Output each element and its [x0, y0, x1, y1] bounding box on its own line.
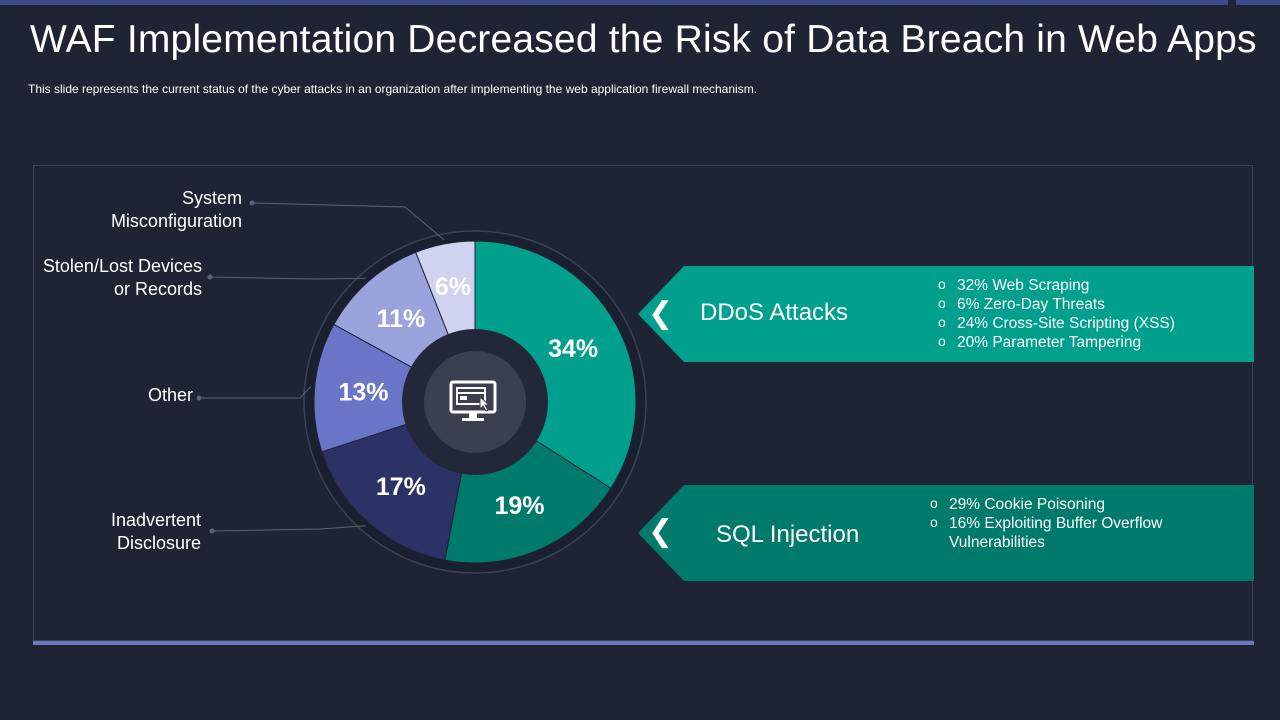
slide-title: WAF Implementation Decreased the Risk of…: [30, 18, 1257, 61]
slice-percent-label: 19%: [494, 492, 544, 520]
top-accent-bar-right: [1236, 0, 1280, 5]
chevron-left-icon: ❮: [648, 297, 674, 330]
chevron-left-icon: ❮: [648, 515, 674, 548]
list-item: 20% Parameter Tampering: [938, 332, 1238, 352]
monitor-cursor-icon: [449, 380, 497, 421]
category-label: Inadvertent: [111, 510, 201, 530]
list-item: 6% Zero-Day Threats: [938, 294, 1238, 314]
callout-sql: ❮ SQL Injection 29% Cookie Poisoning 16%…: [638, 485, 1254, 581]
category-label: Stolen/Lost Devices: [43, 256, 202, 276]
top-accent-bar: [0, 0, 1228, 5]
category-label: System: [182, 188, 242, 208]
slice-percent-label: 34%: [548, 335, 598, 363]
slice-percent-label: 13%: [338, 379, 388, 407]
list-item: 32% Web Scraping: [938, 275, 1238, 295]
pie-center-disc: [424, 351, 526, 453]
leader-line: [209, 276, 366, 280]
callout-ddos: ❮ DDoS Attacks 32% Web Scraping 6% Zero-…: [638, 266, 1254, 362]
panel-bottom-bar: [33, 641, 1254, 645]
slice-percent-label: 17%: [376, 473, 426, 501]
pie-slice-other: [313, 323, 477, 453]
slice-percent-label: 11%: [377, 305, 426, 333]
category-labels: System Misconfiguration Stolen/Lost Device…: [43, 188, 242, 553]
callout-ddos-list: 32% Web Scraping 6% Zero-Day Threats 24%…: [938, 275, 1238, 352]
list-item: 24% Cross-Site Scripting (XSS): [938, 313, 1238, 333]
slice-percent-labels: 34% 19% 17% 13% 11% 6%: [338, 273, 598, 520]
slide-subtitle: This slide represents the current status…: [28, 82, 758, 96]
category-label: Other: [148, 385, 193, 405]
category-label: or Records: [114, 279, 202, 299]
slice-percent-label: 6%: [435, 273, 471, 301]
category-label: Misconfiguration: [111, 211, 242, 231]
leader-dot: [249, 200, 255, 206]
leader-dot: [207, 274, 213, 280]
callout-ddos-title: DDoS Attacks: [700, 299, 849, 326]
list-item: 16% Exploiting Buffer Overflow Vulnerabi…: [930, 513, 1190, 552]
callout-sql-list: 29% Cookie Poisoning 16% Exploiting Buff…: [930, 494, 1190, 552]
callout-sql-title: SQL Injection: [716, 521, 860, 548]
leader-dot: [209, 528, 215, 534]
category-label: Disclosure: [117, 533, 201, 553]
list-item: 29% Cookie Poisoning: [930, 494, 1190, 514]
leader-line: [251, 202, 445, 241]
leader-dot: [196, 395, 202, 401]
chart-panel: [33, 165, 1253, 641]
leader-line: [211, 525, 366, 532]
leader-line: [199, 386, 312, 399]
leader-lines: [196, 200, 445, 534]
